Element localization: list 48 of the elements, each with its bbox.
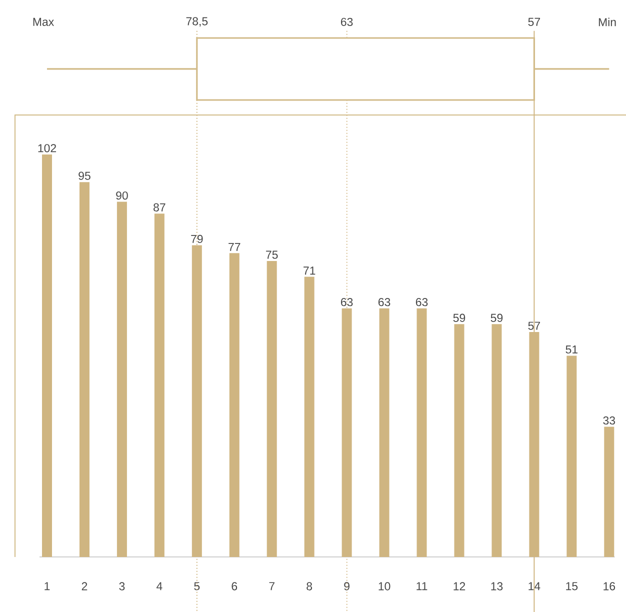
data-label: 63 <box>340 298 353 306</box>
data-label: 95 <box>78 172 90 180</box>
x-tick-label: 6 <box>232 582 238 590</box>
bar <box>229 253 240 557</box>
data-label: 63 <box>416 298 428 306</box>
bar <box>116 202 127 557</box>
x-tick-label: 4 <box>156 582 162 590</box>
bar <box>42 154 52 557</box>
bar <box>566 356 577 557</box>
data-label: 59 <box>490 314 503 322</box>
ref-line-label: 78,5 <box>186 17 208 27</box>
text: Max <box>33 18 54 26</box>
x-tick-label: 7 <box>269 582 274 590</box>
x-tick-label: 15 <box>566 582 578 590</box>
text: Min <box>598 18 616 26</box>
bar <box>492 324 502 557</box>
data-label: 51 <box>566 346 578 354</box>
x-tick-label: 13 <box>491 582 503 590</box>
x-tick-label: 11 <box>416 582 428 590</box>
data-label: 79 <box>191 234 203 244</box>
data-label: 33 <box>603 416 616 425</box>
data-label: 75 <box>266 250 278 259</box>
x-tick-label: 9 <box>344 582 350 590</box>
x-tick-label: 3 <box>119 582 125 590</box>
bar <box>379 308 390 557</box>
x-tick-label: 1 <box>44 582 50 590</box>
x-tick-label: 12 <box>454 582 466 590</box>
data-label: 63 <box>378 298 390 306</box>
bar <box>79 182 90 557</box>
x-tick-label: 16 <box>604 582 616 590</box>
x-tick-label: 10 <box>378 582 390 590</box>
bar <box>454 324 464 557</box>
ref-line-label: 63 <box>340 18 353 26</box>
bar <box>416 308 427 557</box>
data-label: 90 <box>116 191 128 200</box>
bar <box>304 276 314 557</box>
x-tick-label: 5 <box>194 582 200 590</box>
data-label: 71 <box>304 266 316 275</box>
bar <box>154 214 164 557</box>
bar <box>604 426 614 557</box>
bar <box>266 261 277 557</box>
x-tick-label: 8 <box>306 582 312 590</box>
data-label: 87 <box>154 203 166 212</box>
data-label: 102 <box>38 144 56 152</box>
ref-line-label: 57 <box>528 18 540 26</box>
data-label: 59 <box>453 314 466 322</box>
x-tick-label: 2 <box>82 582 88 590</box>
data-label: 77 <box>228 243 240 251</box>
